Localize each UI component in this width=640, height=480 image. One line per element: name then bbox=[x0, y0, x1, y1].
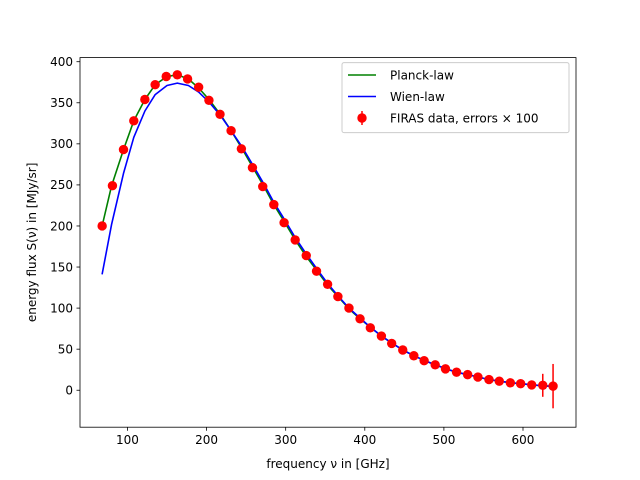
data-point bbox=[440, 364, 451, 374]
data-point bbox=[386, 338, 397, 349]
x-tick-label: 300 bbox=[274, 433, 297, 447]
x-tick-label: 100 bbox=[116, 433, 139, 447]
plot-frame bbox=[79, 57, 577, 428]
data-point bbox=[548, 381, 558, 391]
data-point bbox=[365, 323, 376, 333]
data-point bbox=[505, 378, 516, 388]
data-point bbox=[97, 221, 107, 231]
legend-box bbox=[341, 62, 570, 134]
y-axis-label: energy flux S(ν) in [MJy/sr] bbox=[25, 163, 39, 323]
data-point bbox=[451, 367, 462, 377]
data-point bbox=[129, 116, 139, 126]
data-point bbox=[376, 331, 387, 341]
x-tick-label: 400 bbox=[353, 433, 376, 447]
firas-data-errors-100-legend-label: FIRAS data, errors × 100 bbox=[390, 111, 538, 125]
data-point bbox=[473, 372, 483, 382]
data-point bbox=[215, 109, 225, 119]
data-point bbox=[344, 303, 354, 313]
data-point bbox=[247, 162, 258, 173]
data-point bbox=[419, 355, 429, 366]
y-tick-label: 250 bbox=[50, 178, 73, 192]
data-point bbox=[204, 95, 214, 106]
data-point bbox=[333, 291, 343, 302]
y-tick-label: 150 bbox=[50, 260, 73, 274]
data-point bbox=[236, 144, 247, 154]
data-point bbox=[494, 376, 504, 386]
data-point bbox=[226, 125, 236, 136]
data-point bbox=[355, 314, 365, 324]
data-point bbox=[172, 70, 183, 80]
x-axis-label: frequency ν in [GHz] bbox=[266, 457, 389, 471]
planck-law-legend-label: Planck-law bbox=[390, 68, 454, 82]
data-point bbox=[290, 235, 300, 245]
x-tick-label: 500 bbox=[432, 433, 455, 447]
y-tick-label: 100 bbox=[50, 301, 73, 315]
data-point bbox=[150, 80, 160, 90]
y-tick-label: 350 bbox=[50, 96, 73, 110]
y-tick-label: 300 bbox=[50, 137, 73, 151]
data-point bbox=[322, 279, 333, 289]
firas-data-errors-100-legend-swatch bbox=[357, 113, 367, 123]
y-tick-label: 0 bbox=[65, 384, 73, 398]
data-point bbox=[409, 351, 419, 361]
data-point bbox=[527, 380, 537, 390]
data-point bbox=[161, 71, 171, 82]
x-tick-label: 200 bbox=[195, 433, 218, 447]
data-point bbox=[258, 181, 268, 192]
y-tick-label: 50 bbox=[58, 342, 73, 356]
data-point bbox=[311, 266, 322, 276]
data-point bbox=[118, 144, 129, 155]
legend: Planck-law Wien-law FIRAS data, errors × 1… bbox=[341, 62, 570, 134]
y-tick-label: 400 bbox=[50, 55, 73, 69]
data-point bbox=[484, 374, 494, 385]
data-point bbox=[107, 181, 118, 191]
data-point bbox=[515, 378, 526, 389]
data-point bbox=[193, 82, 204, 92]
data-point bbox=[140, 94, 150, 105]
data-point bbox=[269, 199, 279, 210]
data-point bbox=[301, 250, 311, 261]
data-point bbox=[398, 345, 408, 355]
data-point bbox=[182, 74, 193, 84]
data-point bbox=[538, 380, 548, 391]
x-tick-label: 600 bbox=[512, 433, 535, 447]
x-axis: 100 200 300 400 500 600 bbox=[116, 427, 534, 447]
data-point bbox=[430, 360, 440, 370]
data-point bbox=[462, 369, 473, 380]
plot-area bbox=[97, 70, 558, 409]
y-axis: 0 50 100 150 200 250 300 350 400 bbox=[50, 55, 80, 398]
wien-law-legend-label: Wien-law bbox=[390, 90, 445, 104]
y-tick-label: 200 bbox=[50, 219, 73, 233]
data-point bbox=[279, 217, 289, 228]
